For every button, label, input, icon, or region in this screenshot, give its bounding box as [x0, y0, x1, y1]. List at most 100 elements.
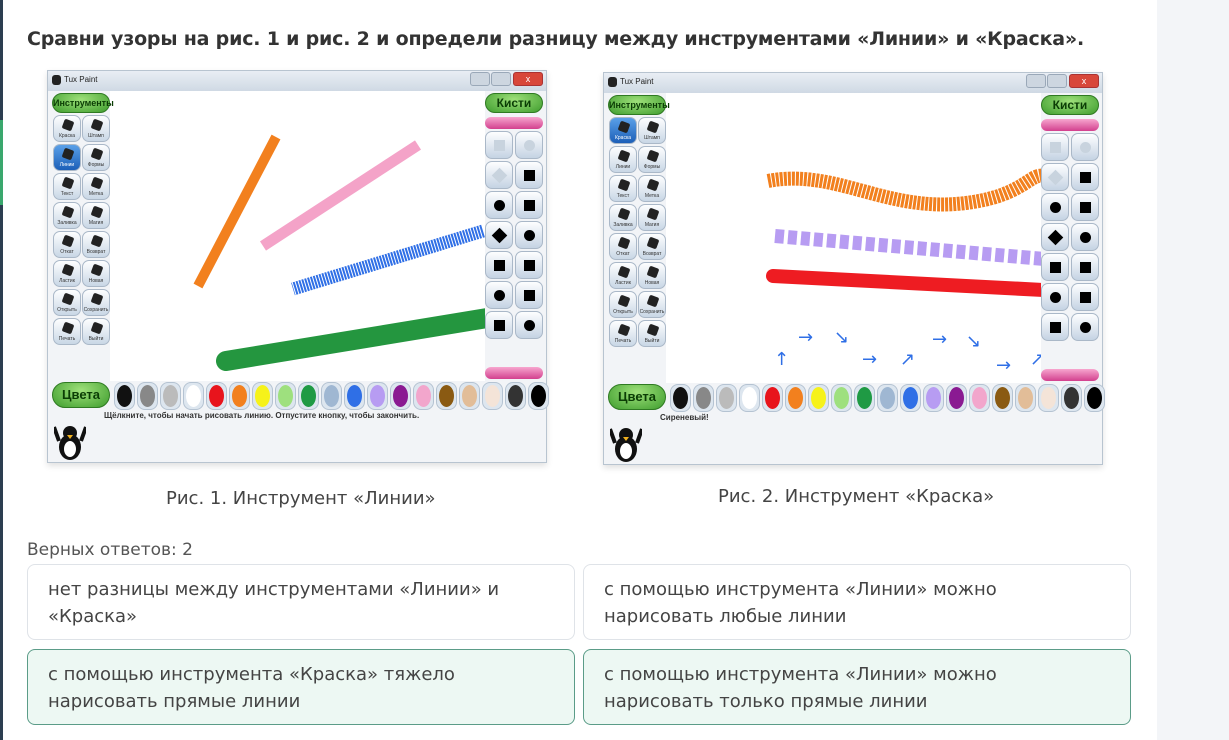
brush-button[interactable] — [485, 311, 513, 339]
tool-button[interactable]: Метка — [82, 173, 110, 200]
tool-button[interactable]: Возврат — [638, 233, 666, 260]
drawing-canvas[interactable] — [110, 91, 528, 381]
color-swatch[interactable] — [206, 382, 227, 410]
tool-button[interactable]: Штамп — [82, 115, 110, 142]
brush-button[interactable] — [515, 251, 543, 279]
color-swatch[interactable] — [808, 384, 829, 412]
color-swatch[interactable] — [390, 382, 411, 410]
color-swatch[interactable] — [831, 384, 852, 412]
color-swatch[interactable] — [693, 384, 714, 412]
answer-option-3[interactable]: с помощью инструмента «Краска» тяжело на… — [27, 649, 575, 725]
brush-button[interactable] — [515, 311, 543, 339]
answer-option-1[interactable]: нет разницы между инструментами «Линии» … — [27, 564, 575, 640]
color-swatch[interactable] — [854, 384, 875, 412]
maximize-button[interactable] — [491, 72, 511, 86]
close-button[interactable]: x — [1069, 74, 1099, 88]
brush-button[interactable] — [1071, 283, 1099, 311]
tool-button[interactable]: Краска — [53, 115, 81, 142]
brush-button[interactable] — [1071, 313, 1099, 341]
tool-button[interactable]: Краска — [609, 117, 637, 144]
color-swatch[interactable] — [505, 382, 526, 410]
tool-button[interactable]: Линии — [609, 146, 637, 173]
color-swatch[interactable] — [900, 384, 921, 412]
color-swatch[interactable] — [716, 384, 737, 412]
minimize-button[interactable] — [470, 72, 490, 86]
color-swatch[interactable] — [762, 384, 783, 412]
color-swatch[interactable] — [275, 382, 296, 410]
tool-button[interactable]: Откат — [53, 231, 81, 258]
brush-button[interactable] — [485, 191, 513, 219]
brush-button[interactable] — [1041, 193, 1069, 221]
close-button[interactable]: x — [513, 72, 543, 86]
color-swatch[interactable] — [413, 382, 434, 410]
brush-button[interactable] — [485, 281, 513, 309]
answer-option-2[interactable]: с помощью инструмента «Линии» можно нари… — [583, 564, 1131, 640]
color-swatch[interactable] — [923, 384, 944, 412]
maximize-button[interactable] — [1047, 74, 1067, 88]
tool-button[interactable]: Выйти — [82, 318, 110, 345]
tool-button[interactable]: Магия — [638, 204, 666, 231]
color-swatch[interactable] — [1038, 384, 1059, 412]
brush-button[interactable] — [515, 281, 543, 309]
color-swatch[interactable] — [298, 382, 319, 410]
drawing-canvas[interactable]: ↑ → ↘ → ↗ → ↘ → ↗ — [666, 93, 1073, 383]
brush-button[interactable] — [1041, 133, 1069, 161]
brush-button[interactable] — [515, 221, 543, 249]
minimize-button[interactable] — [1026, 74, 1046, 88]
color-swatch[interactable] — [482, 382, 503, 410]
tool-button[interactable]: Магия — [82, 202, 110, 229]
color-swatch[interactable] — [969, 384, 990, 412]
brush-button[interactable] — [515, 161, 543, 189]
color-swatch[interactable] — [670, 384, 691, 412]
tool-button[interactable]: Линии — [53, 144, 81, 171]
tool-button[interactable]: Текст — [609, 175, 637, 202]
brush-button[interactable] — [515, 131, 543, 159]
color-swatch[interactable] — [344, 382, 365, 410]
tool-button[interactable]: Выйти — [638, 320, 666, 347]
tool-button[interactable]: Новая — [82, 260, 110, 287]
tool-button[interactable]: Откат — [609, 233, 637, 260]
tool-button[interactable]: Формы — [638, 146, 666, 173]
tool-button[interactable]: Ластик — [609, 262, 637, 289]
tool-button[interactable]: Заливка — [53, 202, 81, 229]
brush-button[interactable] — [1041, 163, 1069, 191]
tool-button[interactable]: Метка — [638, 175, 666, 202]
brush-button[interactable] — [1041, 313, 1069, 341]
brush-button[interactable] — [1041, 253, 1069, 281]
color-swatch[interactable] — [946, 384, 967, 412]
color-swatch[interactable] — [459, 382, 480, 410]
tool-button[interactable]: Печать — [53, 318, 81, 345]
brush-button[interactable] — [1041, 223, 1069, 251]
brush-button[interactable] — [1071, 163, 1099, 191]
color-swatch[interactable] — [114, 382, 135, 410]
tool-button[interactable]: Заливка — [609, 204, 637, 231]
color-swatch[interactable] — [183, 382, 204, 410]
brush-button[interactable] — [1071, 253, 1099, 281]
tool-button[interactable]: Формы — [82, 144, 110, 171]
brush-button[interactable] — [515, 191, 543, 219]
tool-button[interactable]: Открыть — [609, 291, 637, 318]
scroll-up-button[interactable] — [1041, 119, 1099, 131]
tool-button[interactable]: Печать — [609, 320, 637, 347]
color-swatch[interactable] — [137, 382, 158, 410]
scroll-up-button[interactable] — [485, 117, 543, 129]
brush-button[interactable] — [485, 131, 513, 159]
brush-button[interactable] — [1071, 193, 1099, 221]
tool-button[interactable]: Штамп — [638, 117, 666, 144]
color-swatch[interactable] — [528, 382, 549, 410]
color-swatch[interactable] — [785, 384, 806, 412]
scroll-down-button[interactable] — [485, 367, 543, 379]
color-swatch[interactable] — [321, 382, 342, 410]
brush-button[interactable] — [1071, 223, 1099, 251]
color-swatch[interactable] — [252, 382, 273, 410]
color-swatch[interactable] — [367, 382, 388, 410]
color-swatch[interactable] — [229, 382, 250, 410]
color-swatch[interactable] — [992, 384, 1013, 412]
answer-option-4[interactable]: с помощью инструмента «Линии» можно нари… — [583, 649, 1131, 725]
tool-button[interactable]: Сохранить — [82, 289, 110, 316]
brush-button[interactable] — [485, 161, 513, 189]
tool-button[interactable]: Текст — [53, 173, 81, 200]
tool-button[interactable]: Ластик — [53, 260, 81, 287]
color-swatch[interactable] — [1061, 384, 1082, 412]
color-swatch[interactable] — [160, 382, 181, 410]
